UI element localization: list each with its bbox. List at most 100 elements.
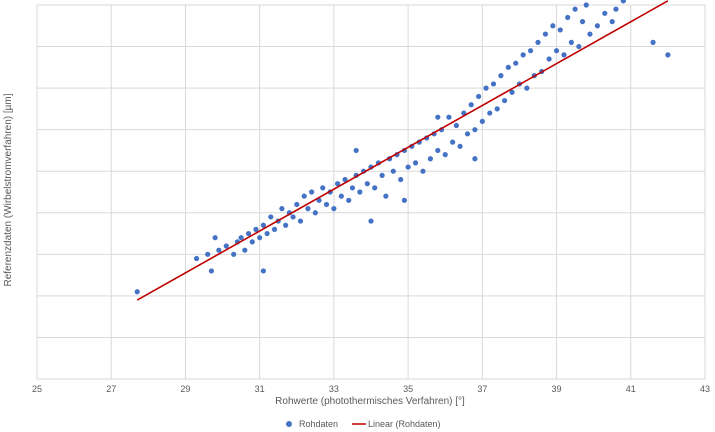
data-point	[264, 230, 270, 237]
data-point	[398, 176, 404, 183]
x-tick-label: 29	[180, 384, 190, 394]
data-point	[450, 139, 456, 145]
data-point	[446, 114, 452, 120]
data-point	[320, 185, 326, 191]
x-tick-label: 25	[32, 384, 42, 394]
data-point	[257, 235, 263, 241]
data-point	[268, 214, 274, 220]
data-point	[665, 52, 671, 58]
data-point	[427, 156, 433, 162]
data-point	[524, 85, 530, 91]
data-point	[249, 239, 255, 245]
trendline	[136, 0, 669, 301]
data-point	[353, 147, 359, 154]
x-tick-label: 41	[626, 384, 636, 394]
data-point	[338, 193, 344, 199]
data-point	[535, 39, 541, 46]
data-point	[260, 222, 266, 228]
data-point	[346, 197, 352, 203]
data-point	[479, 118, 485, 124]
data-point	[238, 235, 244, 241]
data-point	[379, 172, 385, 178]
data-point	[216, 247, 222, 253]
data-point	[342, 176, 348, 183]
x-tick-label: 43	[700, 384, 710, 394]
data-point	[368, 218, 374, 224]
data-point	[420, 168, 426, 174]
data-point	[442, 152, 448, 158]
data-point	[253, 226, 259, 232]
data-point	[435, 147, 441, 154]
x-tick-label: 27	[106, 384, 116, 394]
data-point	[212, 235, 218, 241]
data-point	[260, 268, 266, 274]
legend: Rohdaten Linear (Rohdaten)	[286, 419, 441, 429]
trendline-group	[136, 0, 669, 301]
data-point	[323, 201, 330, 208]
data-point	[561, 52, 567, 58]
data-point	[312, 210, 318, 216]
data-point	[513, 60, 519, 66]
data-point	[483, 85, 489, 91]
data-point	[405, 164, 411, 170]
data-point	[364, 181, 370, 187]
x-tick-label: 39	[552, 384, 562, 394]
data-point	[572, 6, 578, 12]
legend-label-rohdaten: Rohdaten	[299, 419, 338, 429]
data-point	[390, 168, 396, 174]
legend-label-linear: Linear (Rohdaten)	[368, 419, 441, 429]
data-point	[231, 251, 237, 257]
data-point	[565, 14, 571, 21]
data-point	[290, 214, 296, 220]
data-point	[357, 189, 363, 195]
x-tick-label: 31	[255, 384, 265, 394]
data-point	[594, 23, 600, 29]
data-point	[401, 197, 407, 203]
data-point	[553, 48, 560, 54]
data-point	[527, 48, 534, 54]
data-point	[583, 2, 589, 8]
data-point	[587, 31, 593, 37]
data-point	[490, 81, 497, 87]
data-point	[372, 185, 378, 191]
data-point	[453, 122, 459, 129]
data-point	[468, 102, 474, 108]
data-point	[502, 97, 508, 104]
data-point	[412, 160, 419, 166]
y-axis-title: Referenzdaten (Wirbelstromverfahren) [µm…	[3, 93, 14, 286]
data-point	[193, 255, 200, 262]
data-point	[205, 251, 211, 257]
legend-marker-rohdaten	[286, 421, 292, 427]
data-point	[271, 226, 278, 232]
data-point	[331, 206, 337, 212]
data-point	[464, 131, 471, 137]
data-point	[620, 0, 626, 4]
x-axis-title: Rohwerte (photothermisches Verfahren) [°…	[275, 396, 465, 407]
gridlines	[36, 4, 706, 380]
data-point	[546, 56, 552, 62]
data-point	[613, 6, 619, 12]
data-point	[568, 39, 575, 46]
x-tick-label: 37	[477, 384, 487, 394]
data-point	[335, 181, 341, 187]
data-point	[494, 106, 500, 112]
data-point	[472, 156, 478, 162]
data-point	[487, 110, 493, 116]
data-point	[576, 43, 582, 50]
data-point	[602, 10, 608, 16]
data-point	[579, 19, 586, 25]
data-point	[435, 114, 441, 120]
data-point	[650, 39, 656, 46]
data-point	[349, 185, 356, 191]
data-point	[383, 193, 389, 199]
x-tick-label: 35	[403, 384, 413, 394]
data-point	[550, 23, 556, 29]
data-point	[294, 201, 300, 208]
data-point	[457, 143, 463, 149]
data-point	[505, 64, 511, 70]
data-point	[245, 230, 252, 237]
data-point	[223, 243, 229, 249]
data-point	[509, 89, 515, 95]
data-point	[301, 193, 307, 199]
